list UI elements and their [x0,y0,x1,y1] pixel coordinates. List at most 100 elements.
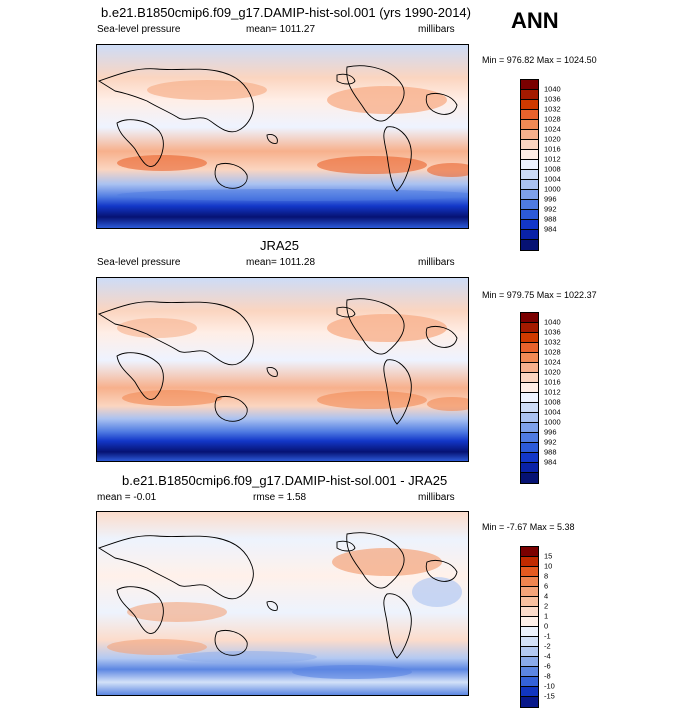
colorbar-label: 996 [544,427,557,437]
colorbar-swatch [521,463,538,473]
colorbar-label: 1036 [544,94,561,104]
colorbar-label: 988 [544,447,557,457]
colorbar-label: 0 [544,621,549,631]
panel-1-map-svg [97,45,468,228]
colorbar-label: 992 [544,437,557,447]
colorbar-swatch [521,687,538,697]
colorbar-swatch [521,433,538,443]
colorbar-swatch [521,383,538,393]
panel-1-map [96,44,469,229]
colorbar-label: 2 [544,601,549,611]
colorbar-swatch [521,567,538,577]
colorbar-swatch [521,363,538,373]
colorbar-label: 984 [544,457,557,467]
colorbar-swatch [521,90,538,100]
colorbar-label: -8 [544,671,551,681]
panel-2-minmax: Min = 979.75 Max = 1022.37 [482,290,597,300]
colorbar-label: 1008 [544,164,561,174]
colorbar-swatch [521,577,538,587]
panel-3-mean: mean = -0.01 [97,492,157,503]
panel-3-map-svg [97,512,468,695]
colorbar-swatch [521,473,538,483]
panel-2-colorbar-swatches [520,312,539,484]
panel-1-variable: Sea-level pressure [97,24,181,35]
panel-2-title: JRA25 [260,238,300,253]
colorbar-label: 1000 [544,184,561,194]
panel-2-mean: mean= 1011.28 [246,257,316,268]
colorbar-label: -1 [544,631,551,641]
colorbar-label: 1032 [544,104,561,114]
colorbar-swatch [521,110,538,120]
colorbar-label: 1028 [544,114,561,124]
colorbar-swatch [521,443,538,453]
panel-3-title: b.e21.B1850cmip6.f09_g17.DAMIP-hist-sol.… [122,473,448,488]
colorbar-swatch [521,677,538,687]
colorbar-swatch [521,393,538,403]
colorbar-swatch [521,353,538,363]
colorbar-label: 1024 [544,124,561,134]
colorbar-swatch [521,697,538,707]
colorbar-label: 1036 [544,327,561,337]
colorbar-label: 1016 [544,144,561,154]
panel-3-rmse: rmse = 1.58 [253,492,307,503]
colorbar-label: 1040 [544,317,561,327]
colorbar-label: 984 [544,224,557,234]
colorbar-swatch [521,80,538,90]
colorbar-label: 1012 [544,154,561,164]
colorbar-label: 15 [544,551,553,561]
colorbar-swatch [521,180,538,190]
colorbar-label: 1008 [544,397,561,407]
colorbar-swatch [521,323,538,333]
colorbar-swatch [521,130,538,140]
colorbar-swatch [521,617,538,627]
colorbar-label: 992 [544,204,557,214]
colorbar-label: 996 [544,194,557,204]
colorbar-label: -4 [544,651,551,661]
colorbar-label: -2 [544,641,551,651]
panel-2-variable: Sea-level pressure [97,257,181,268]
colorbar-swatch [521,343,538,353]
colorbar-swatch [521,453,538,463]
colorbar-swatch [521,373,538,383]
colorbar-label: 6 [544,581,549,591]
colorbar-swatch [521,413,538,423]
panel-2-map-svg [97,278,468,461]
panel-3-map [96,511,469,696]
colorbar-label: 8 [544,571,549,581]
panel-1-minmax: Min = 976.82 Max = 1024.50 [482,55,597,65]
panel-1-colorbar-swatches [520,79,539,251]
panel-3-colorbar: 15 10 8 6 4 2 1 0 -1 -2 -4 -6 -8 -10 -15 [520,546,555,708]
colorbar-label: 10 [544,561,553,571]
colorbar-label: 1032 [544,337,561,347]
colorbar-swatch [521,240,538,250]
colorbar-label: -15 [544,691,555,701]
colorbar-swatch [521,160,538,170]
colorbar-label: 1004 [544,174,561,184]
colorbar-swatch [521,637,538,647]
colorbar-swatch [521,627,538,637]
panel-2-colorbar: 1040 1036 1032 1028 1024 1020 1016 1012 1008 1004… [520,312,561,484]
colorbar-label: 1012 [544,387,561,397]
colorbar-label: 4 [544,591,549,601]
colorbar-swatch [521,557,538,567]
colorbar-label: 1016 [544,377,561,387]
colorbar-swatch [521,120,538,130]
panel-1-title: b.e21.B1850cmip6.f09_g17.DAMIP-hist-sol.… [101,5,471,20]
colorbar-label: 1004 [544,407,561,417]
colorbar-swatch [521,220,538,230]
season-label: ANN [511,8,559,33]
colorbar-swatch [521,190,538,200]
colorbar-swatch [521,423,538,433]
colorbar-swatch [521,170,538,180]
colorbar-label: 1040 [544,84,561,94]
colorbar-swatch [521,657,538,667]
colorbar-label: 1024 [544,357,561,367]
colorbar-label: 988 [544,214,557,224]
colorbar-swatch [521,333,538,343]
colorbar-swatch [521,100,538,110]
colorbar-swatch [521,230,538,240]
colorbar-label: 1000 [544,417,561,427]
panel-2-map [96,277,469,462]
panel-2-units: millibars [418,257,455,268]
colorbar-swatch [521,607,538,617]
